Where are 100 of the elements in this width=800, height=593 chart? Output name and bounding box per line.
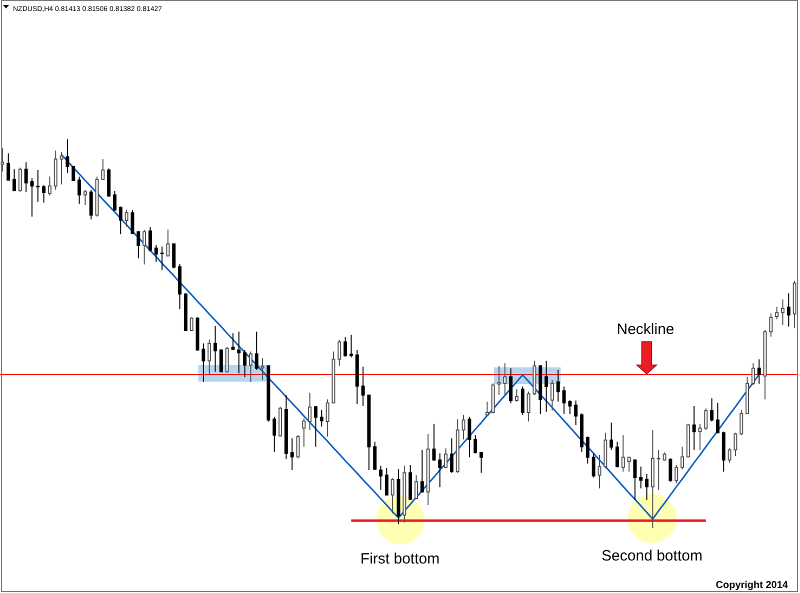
candlestick xyxy=(680,446,684,470)
candlestick xyxy=(645,473,649,501)
candlestick xyxy=(740,409,744,436)
candlestick xyxy=(468,416,472,458)
candlestick xyxy=(610,422,614,450)
candlestick xyxy=(775,306,779,320)
candlestick xyxy=(751,362,755,386)
candlestick xyxy=(668,458,672,482)
candlestick xyxy=(480,451,484,474)
candlestick xyxy=(302,418,306,448)
candlestick xyxy=(550,379,554,412)
candlestick xyxy=(118,206,122,235)
candlestick xyxy=(514,388,518,402)
candlestick xyxy=(414,474,418,500)
candlestick xyxy=(248,351,252,382)
candlestick xyxy=(526,391,530,422)
candlestick xyxy=(462,414,466,440)
candlestick xyxy=(314,405,318,448)
candlestick xyxy=(390,478,394,514)
candlestick xyxy=(290,438,294,471)
candlestick xyxy=(384,468,388,496)
candlestick xyxy=(432,423,436,462)
candlestick xyxy=(101,158,105,181)
candlestick xyxy=(361,366,365,406)
candlestick xyxy=(60,152,64,185)
candlestick xyxy=(190,316,194,332)
candlestick xyxy=(24,162,28,193)
candlestick xyxy=(30,178,34,218)
candlestick xyxy=(166,228,170,257)
candlestick xyxy=(142,229,146,265)
candlestick xyxy=(497,365,501,396)
candlestick xyxy=(338,339,342,366)
candlestick xyxy=(379,465,383,490)
candlestick xyxy=(254,331,258,370)
candlestick xyxy=(72,166,76,181)
candlestick xyxy=(344,336,348,358)
candlestick xyxy=(656,449,660,490)
candlestick xyxy=(562,386,566,415)
candlestick xyxy=(202,342,206,382)
candlestick xyxy=(503,362,507,396)
candlestick xyxy=(633,458,637,501)
candlestick xyxy=(786,292,790,328)
candlestick xyxy=(692,405,696,450)
candlestick xyxy=(781,298,784,326)
candlestick xyxy=(308,392,312,431)
candlestick xyxy=(130,210,134,235)
candlestick xyxy=(734,432,738,457)
candlestick xyxy=(627,456,631,472)
candlestick xyxy=(260,358,264,380)
candlestick xyxy=(160,246,164,270)
candlestick xyxy=(237,331,241,374)
candlestick xyxy=(556,369,560,402)
text: First bottom xyxy=(360,550,440,568)
candlestick xyxy=(674,464,678,484)
candlestick xyxy=(36,170,40,202)
candlestick xyxy=(172,242,176,269)
candlestick xyxy=(320,409,324,428)
candlestick xyxy=(136,230,140,259)
candlestick xyxy=(113,190,116,212)
candlestick xyxy=(438,452,442,488)
candlestick xyxy=(124,210,128,228)
text: Copyright 2014 xyxy=(716,580,788,591)
candlestick xyxy=(769,312,773,338)
candlestick xyxy=(420,449,424,494)
candlestick xyxy=(214,325,217,372)
candlestick xyxy=(219,348,223,373)
candlestick xyxy=(474,434,478,454)
candlestick xyxy=(148,226,152,252)
candlestick xyxy=(544,360,548,412)
candlestick xyxy=(243,349,247,378)
candlestick xyxy=(66,138,70,174)
candlestick xyxy=(225,346,229,374)
candlestick xyxy=(698,423,702,450)
candlestick xyxy=(444,448,448,469)
candlestick xyxy=(18,167,22,192)
candlestick xyxy=(704,408,708,431)
candlestick xyxy=(154,244,158,263)
candlestick xyxy=(12,168,16,192)
candlestick xyxy=(728,448,732,464)
text: Second bottom xyxy=(602,548,702,564)
candlestick xyxy=(89,189,93,220)
candlestick xyxy=(6,152,10,181)
candlestick xyxy=(326,398,330,438)
candlestick xyxy=(520,386,524,416)
candlestick xyxy=(78,176,82,204)
candlestick xyxy=(568,400,572,415)
candlestick xyxy=(83,189,87,206)
candlestick xyxy=(48,176,52,196)
annotation: Neckline xyxy=(616,321,674,338)
candlestick xyxy=(621,434,625,472)
candlestick xyxy=(208,338,212,375)
candlestick xyxy=(450,438,454,474)
candlestick xyxy=(586,436,590,464)
candlestick xyxy=(272,416,276,452)
candlestick xyxy=(509,368,513,404)
candlestick xyxy=(349,334,353,358)
candlestick xyxy=(485,401,489,417)
candlestick xyxy=(757,358,761,384)
candlestick xyxy=(710,398,714,422)
candlestick xyxy=(231,332,235,350)
